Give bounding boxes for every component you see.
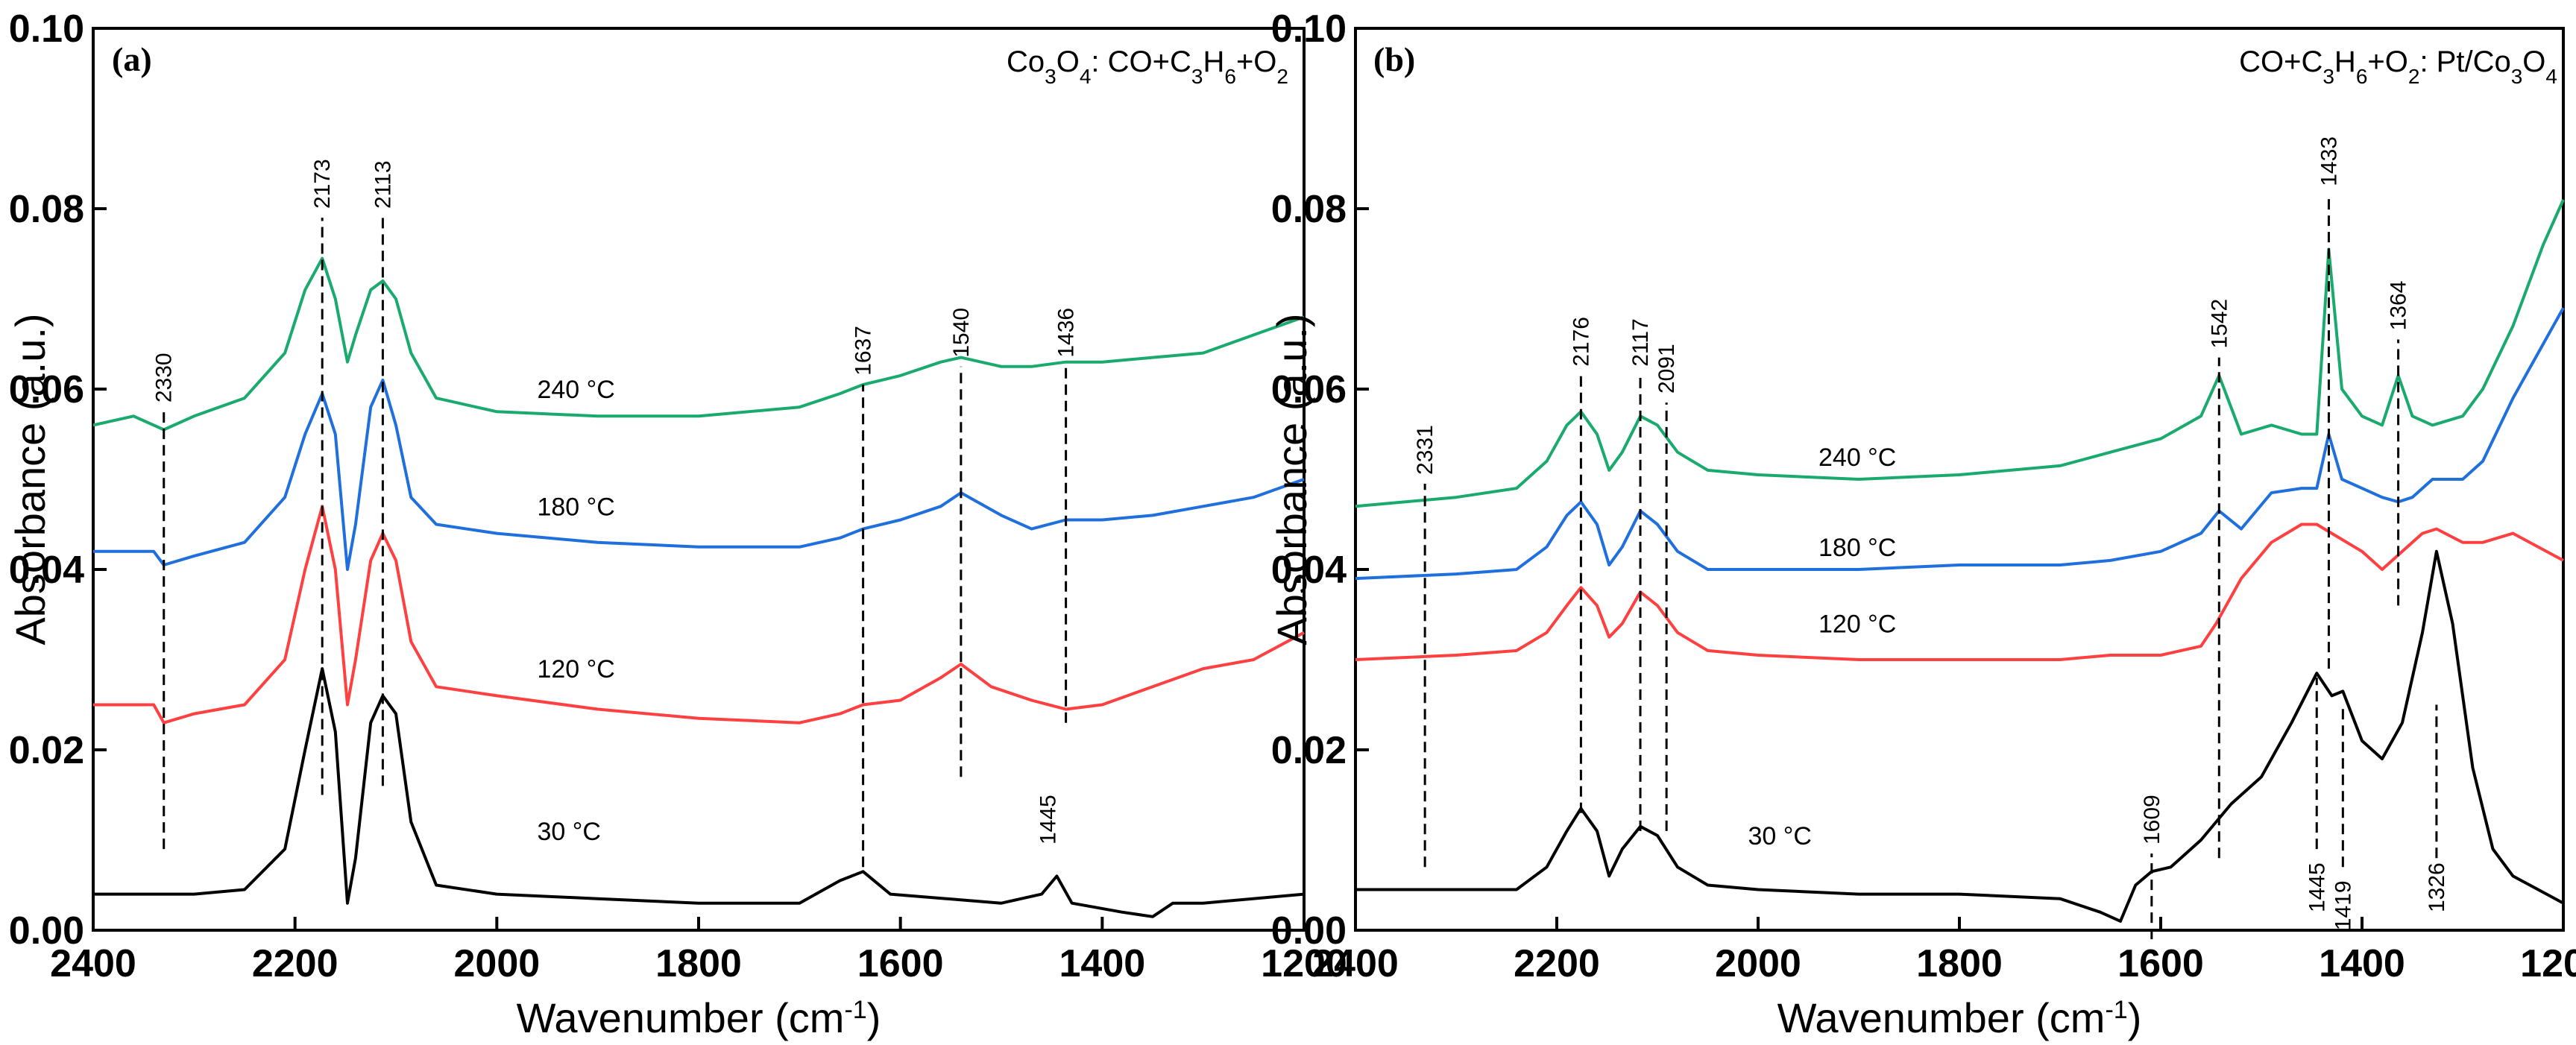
series-group-a <box>92 256 1305 918</box>
plot-frame-b <box>1354 27 2565 932</box>
series-line-240C-b <box>1355 199 2565 508</box>
panel-a: 2400 2200 2000 1800 1600 1400 12000.000.020.04… <box>7 7 1347 1041</box>
x-tick-label: 2400 <box>1312 942 1399 985</box>
peak-label: 2117 <box>1628 318 1653 367</box>
series-line-120C-a <box>93 505 1305 724</box>
peak-label: 2173 <box>310 159 335 209</box>
y-tick-label: 0.06 <box>9 368 84 411</box>
series-line-30C-a <box>93 667 1305 918</box>
temperature-label: 240 °C <box>537 376 614 404</box>
peak-label: 1433 <box>2317 136 2341 186</box>
temperature-label: 30 °C <box>537 818 600 846</box>
peak-label: 1540 <box>949 308 974 358</box>
axis-ticks-a: 2400 2200 2000 1800 1600 1400 12000.000.020.04… <box>9 7 1347 985</box>
series-line-120C-b <box>1355 522 2564 661</box>
x-tick-label: 1400 <box>1059 942 1145 985</box>
x-tick-label: 1400 <box>2319 942 2405 985</box>
x-tick-label: 2200 <box>252 942 338 985</box>
panel-label-a: (a) <box>112 40 152 78</box>
x-tick-label: 1800 <box>1916 942 2003 985</box>
x-tick-label: 2400 <box>50 942 136 985</box>
temperature-label: 120 °C <box>537 655 614 683</box>
y-tick-label: 0.08 <box>1271 188 1347 231</box>
y-tick-label: 0.06 <box>1271 368 1347 411</box>
temperature-label: 180 °C <box>537 493 614 521</box>
x-axis-title-b: Wavenumber (cm-1) <box>1777 994 2142 1041</box>
series-line-30C-b <box>1355 549 2564 923</box>
peak-label: 2091 <box>1654 344 1679 394</box>
panel-label-b: (b) <box>1373 40 1415 78</box>
x-tick-label: 2000 <box>1715 942 1801 985</box>
series-line-180C-b <box>1355 307 2565 581</box>
panel-title-a: Co3O4: CO+C3H6+O2 <box>1007 45 1288 88</box>
peak-label: 2176 <box>1569 317 1593 367</box>
x-tick-label: 2200 <box>1514 942 1600 985</box>
temperature-labels-a: 30 °C 120 °C 180 °C 240 °C <box>537 376 614 846</box>
peak-annotations-a: 2330 2173 2113 1637 1540 1436 1445 <box>152 159 1079 868</box>
y-axis-title-b: Absorbance (a.u.) <box>1268 313 1315 645</box>
y-tick-label: 0.04 <box>1271 549 1347 592</box>
peak-label: 2113 <box>371 160 395 209</box>
temperature-label: 180 °C <box>1818 534 1896 562</box>
y-tick-label: 0.08 <box>9 188 84 231</box>
x-tick-label: 1800 <box>655 942 742 985</box>
y-tick-label: 0.02 <box>1271 729 1347 772</box>
temperature-label: 240 °C <box>1818 443 1896 472</box>
peak-label: 1419 <box>2331 880 2355 930</box>
series-group-b <box>1355 199 2565 923</box>
y-tick-label: 0.00 <box>1271 909 1347 953</box>
x-tick-label: 1200 <box>1261 942 1347 985</box>
series-line-240C-a <box>92 256 1305 432</box>
y-tick-label: 0.10 <box>1271 7 1347 51</box>
peak-label: 1609 <box>2140 795 2164 844</box>
peak-label: 2330 <box>152 353 177 402</box>
peak-label: 1445 <box>1036 795 1060 844</box>
y-tick-label: 0.02 <box>9 729 84 772</box>
x-tick-label: 1200 <box>2520 942 2576 985</box>
axis-ticks-b: 2400 2200 2000 1800 1600 1400 1200 0.00 0.02 0.04… <box>1271 7 2576 985</box>
temperature-labels-b: 30 °C 120 °C 180 °C 240 °C <box>1748 443 1897 850</box>
y-tick-label: 0.04 <box>9 549 84 592</box>
x-tick-label: 1600 <box>2117 942 2204 985</box>
panel-title-b: CO+C3H6+O2: Pt/Co3O4 <box>2239 45 2557 88</box>
y-tick-label: 0.10 <box>9 7 84 51</box>
temperature-label: 30 °C <box>1748 822 1812 850</box>
plot-frame-a <box>92 27 1306 932</box>
temperature-label: 120 °C <box>1818 610 1896 639</box>
peak-label: 1326 <box>2425 862 2449 912</box>
peak-label: 1445 <box>2305 862 2329 912</box>
x-axis-title-a: Wavenumber (cm-1) <box>517 994 881 1041</box>
y-axis-title-a: Absorbance (a.u.) <box>7 313 54 645</box>
peak-label: 2331 <box>1413 425 1437 475</box>
series-line-180C-a <box>93 378 1305 571</box>
y-tick-label: 0.00 <box>9 909 84 953</box>
x-tick-label: 2000 <box>453 942 540 985</box>
peak-label: 1364 <box>2387 281 2411 331</box>
peak-label: 1542 <box>2207 299 2232 349</box>
panel-b: 2400 2200 2000 1800 1600 1400 1200 0.00 0.02 0.04… <box>1268 7 2576 1041</box>
peak-label: 1637 <box>851 326 876 376</box>
x-tick-label: 1600 <box>857 942 944 985</box>
peak-label: 1436 <box>1054 308 1079 358</box>
